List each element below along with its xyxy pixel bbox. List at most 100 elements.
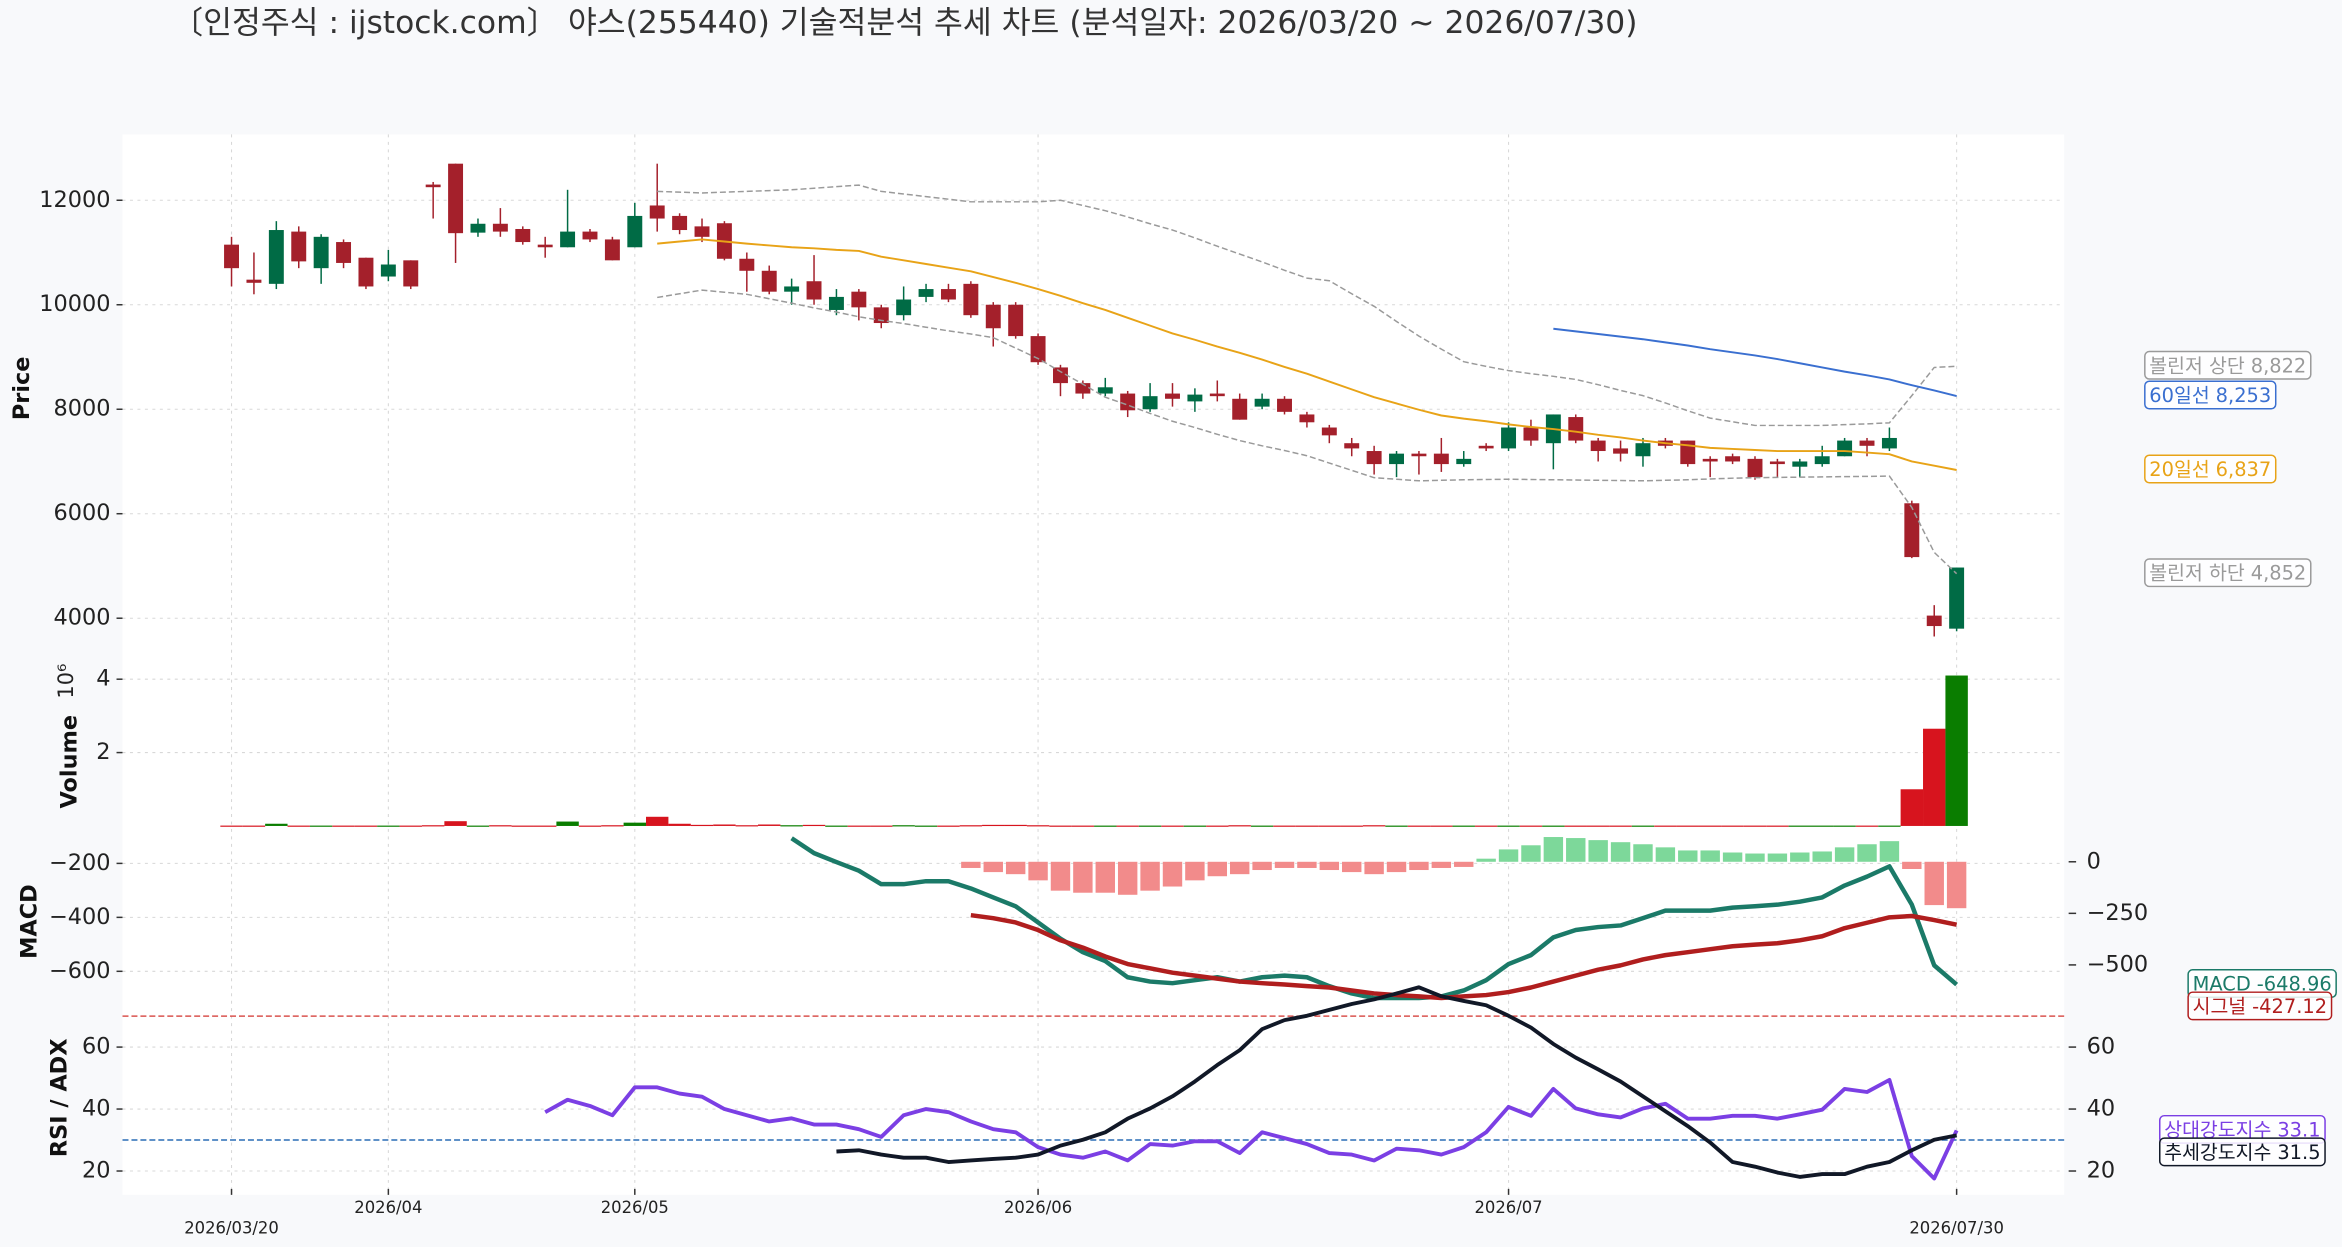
volume-bar xyxy=(1362,825,1386,827)
candle-body xyxy=(672,215,688,231)
volume-bar xyxy=(489,825,512,827)
end-label-text: 추세강도지수 31.5 xyxy=(2164,1140,2320,1163)
y-tick-label: 20 xyxy=(82,1158,111,1184)
plot-area xyxy=(122,134,2065,1195)
histogram-bar xyxy=(1386,861,1407,873)
chart-title: 〔인정주식 : ijstock.com〕 야스(255440) 기술적분석 추세… xyxy=(172,5,1638,41)
histogram-bar xyxy=(1140,861,1160,891)
end-value: 31.5 xyxy=(2277,1140,2320,1163)
candle-body xyxy=(336,242,352,263)
y2-tick-label: 20 xyxy=(2087,1158,2116,1184)
candle-body xyxy=(851,291,867,308)
histogram-bar xyxy=(1364,861,1384,875)
end-label: 추세강도지수 31.5 xyxy=(2159,1137,2326,1167)
candle-body xyxy=(604,239,620,261)
volume-bar xyxy=(1878,825,1901,827)
histogram-bar xyxy=(1319,861,1340,871)
histogram-bar xyxy=(1185,861,1205,881)
end-label-text: 볼린저 상단 8,822 xyxy=(2149,354,2306,377)
candle-body xyxy=(649,205,665,219)
end-value: 8,253 xyxy=(2216,384,2272,407)
candle-body xyxy=(246,279,262,283)
volume-bar xyxy=(1071,825,1095,827)
volume-bar xyxy=(982,824,1005,827)
series-name: 볼린저 하단 xyxy=(2149,561,2245,584)
candle-body xyxy=(515,228,531,243)
histogram-bar xyxy=(1722,852,1743,862)
histogram-bar xyxy=(1521,845,1541,862)
series-name: 20일선 xyxy=(2149,457,2209,480)
volume-bar xyxy=(1923,728,1946,826)
candle-body xyxy=(268,230,284,284)
volume-bar xyxy=(1811,825,1834,827)
volume-bar xyxy=(1206,825,1229,827)
candle-body xyxy=(1008,304,1024,337)
volume-bar xyxy=(1631,825,1655,827)
end-label: 20일선 6,837 xyxy=(2144,454,2277,484)
candle-body xyxy=(425,184,441,188)
candle-body xyxy=(784,286,800,292)
histogram-bar xyxy=(1117,861,1138,895)
volume-bar xyxy=(309,825,333,827)
end-label-text: 20일선 6,837 xyxy=(2149,457,2271,480)
end-label-box xyxy=(2159,1137,2326,1167)
volume-bar xyxy=(623,822,647,826)
volume-bar xyxy=(1161,825,1184,827)
volume-bar xyxy=(377,825,400,827)
histogram-bar xyxy=(1924,861,1944,906)
volume-bar xyxy=(1743,825,1767,827)
volume-bar xyxy=(399,825,422,827)
histogram-bar xyxy=(1229,861,1250,875)
candle-body xyxy=(380,264,396,277)
volume-bar xyxy=(1228,825,1251,827)
end-label-box xyxy=(2187,991,2333,1021)
volume-bar xyxy=(1116,825,1139,827)
histogram-bar xyxy=(1700,850,1720,862)
volume-bar xyxy=(511,825,534,827)
histogram-bar xyxy=(1073,861,1093,893)
volume-bar xyxy=(847,825,871,827)
candle-body xyxy=(806,281,822,300)
volume-bar xyxy=(914,825,938,827)
end-value: -427.12 xyxy=(2252,994,2327,1017)
volume-bar xyxy=(870,825,893,827)
volume-bar xyxy=(1138,825,1162,827)
end-label-text: 시그널 -427.12 xyxy=(2193,994,2327,1017)
candle-body xyxy=(1859,440,1875,446)
candle-body xyxy=(828,296,844,310)
histogram-bar xyxy=(1252,861,1272,871)
end-label: 상대강도지수 33.1 xyxy=(2159,1114,2326,1144)
volume-bar xyxy=(1452,825,1475,827)
end-value: 6,837 xyxy=(2216,457,2272,480)
end-value: 4,852 xyxy=(2251,561,2307,584)
x-tick-label: 2026/04 xyxy=(354,1198,422,1217)
volume-bar xyxy=(242,825,266,827)
candle-body xyxy=(1792,461,1808,467)
candle-body xyxy=(1881,437,1897,449)
end-value: 33.1 xyxy=(2277,1118,2320,1141)
candle-body xyxy=(1232,398,1248,420)
candle-body xyxy=(739,258,755,271)
end-label-box xyxy=(2144,350,2312,380)
candle-body xyxy=(1523,427,1539,441)
candle-body xyxy=(492,223,508,232)
candle-body xyxy=(1456,458,1472,465)
volume-bar xyxy=(354,825,378,827)
candle-body xyxy=(1725,456,1741,462)
candle-body xyxy=(1053,367,1068,384)
volume-bar xyxy=(220,825,243,827)
end-label: 60일선 8,253 xyxy=(2144,380,2277,410)
candle-body xyxy=(358,257,374,287)
volume-bar xyxy=(1004,824,1027,827)
volume-bar xyxy=(1698,825,1722,827)
candle-body xyxy=(1814,456,1830,465)
y-tick-label: 4000 xyxy=(54,605,111,631)
candle-body xyxy=(896,299,912,316)
volume-bar xyxy=(1519,825,1543,827)
end-label-text: 볼린저 하단 4,852 xyxy=(2149,561,2306,584)
volume-bar xyxy=(937,825,960,827)
candle-body xyxy=(873,307,889,324)
end-label-text: 상대강도지수 33.1 xyxy=(2164,1118,2320,1141)
y-axis-label: RSI / ADX xyxy=(46,1038,72,1157)
